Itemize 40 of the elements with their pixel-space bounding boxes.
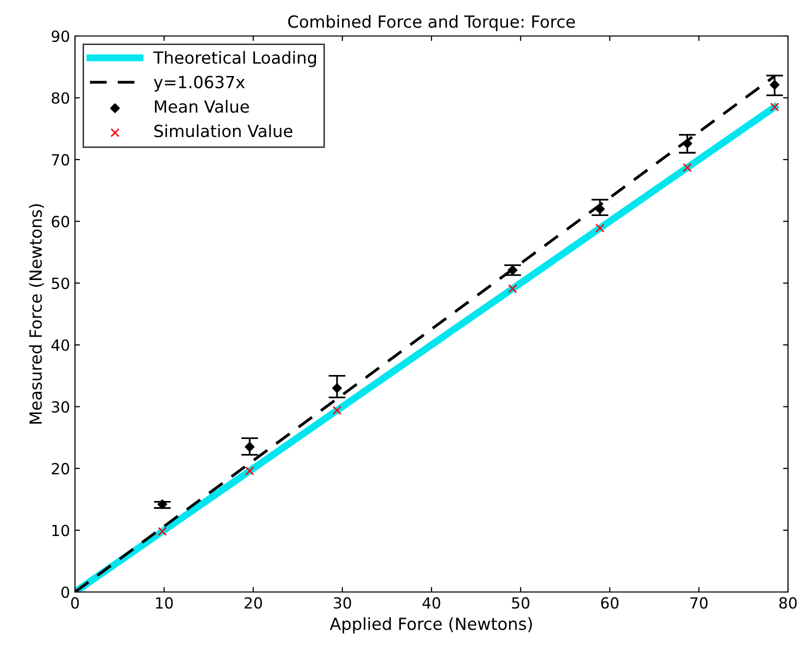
y-tick-label: 60	[52, 216, 70, 228]
y-tick-label: 30	[52, 401, 70, 413]
x-tick-label: 20	[244, 597, 262, 609]
legend-label: y=1.0637x	[154, 76, 245, 92]
y-axis-title: Measured Force (Newtons)	[29, 204, 44, 424]
legend-label: Mean Value	[154, 100, 249, 113]
point	[157, 499, 168, 510]
point	[595, 204, 605, 214]
y-tick-label: 10	[52, 524, 70, 536]
chart-title: Combined Force and Torque: Force	[288, 15, 575, 32]
legend-label: Simulation Value	[154, 124, 292, 138]
point	[332, 383, 342, 393]
y-tick-label: 70	[52, 154, 70, 166]
x-tick-label: 50	[512, 597, 530, 609]
point	[770, 80, 780, 90]
point	[595, 224, 604, 233]
x-tick-label: 80	[779, 597, 797, 609]
point	[245, 466, 254, 476]
y-tick-label: 90	[52, 30, 70, 42]
point	[508, 265, 518, 275]
point	[508, 284, 518, 294]
y-tick-label: 80	[52, 92, 70, 104]
point	[682, 163, 692, 172]
point	[770, 102, 780, 112]
x-tick-label: 0	[71, 597, 79, 609]
legend-label: Theoretical Loading	[153, 51, 316, 68]
point	[158, 526, 167, 536]
x-axis-title: Applied Force (Newtons)	[330, 617, 532, 634]
x-tick-label: 10	[156, 597, 173, 609]
y-tick-label: 0	[61, 586, 70, 598]
x-tick-label: 40	[422, 597, 440, 609]
x-tick-label: 30	[334, 597, 352, 609]
y-tick-label: 50	[52, 278, 70, 290]
x-tick-label: 60	[601, 597, 618, 609]
x-tick-label: 70	[690, 597, 708, 609]
y-tick-label: 40	[51, 339, 70, 351]
point	[332, 406, 342, 415]
point	[682, 138, 692, 148]
y-tick-label: 20	[52, 462, 70, 474]
point	[244, 442, 255, 452]
